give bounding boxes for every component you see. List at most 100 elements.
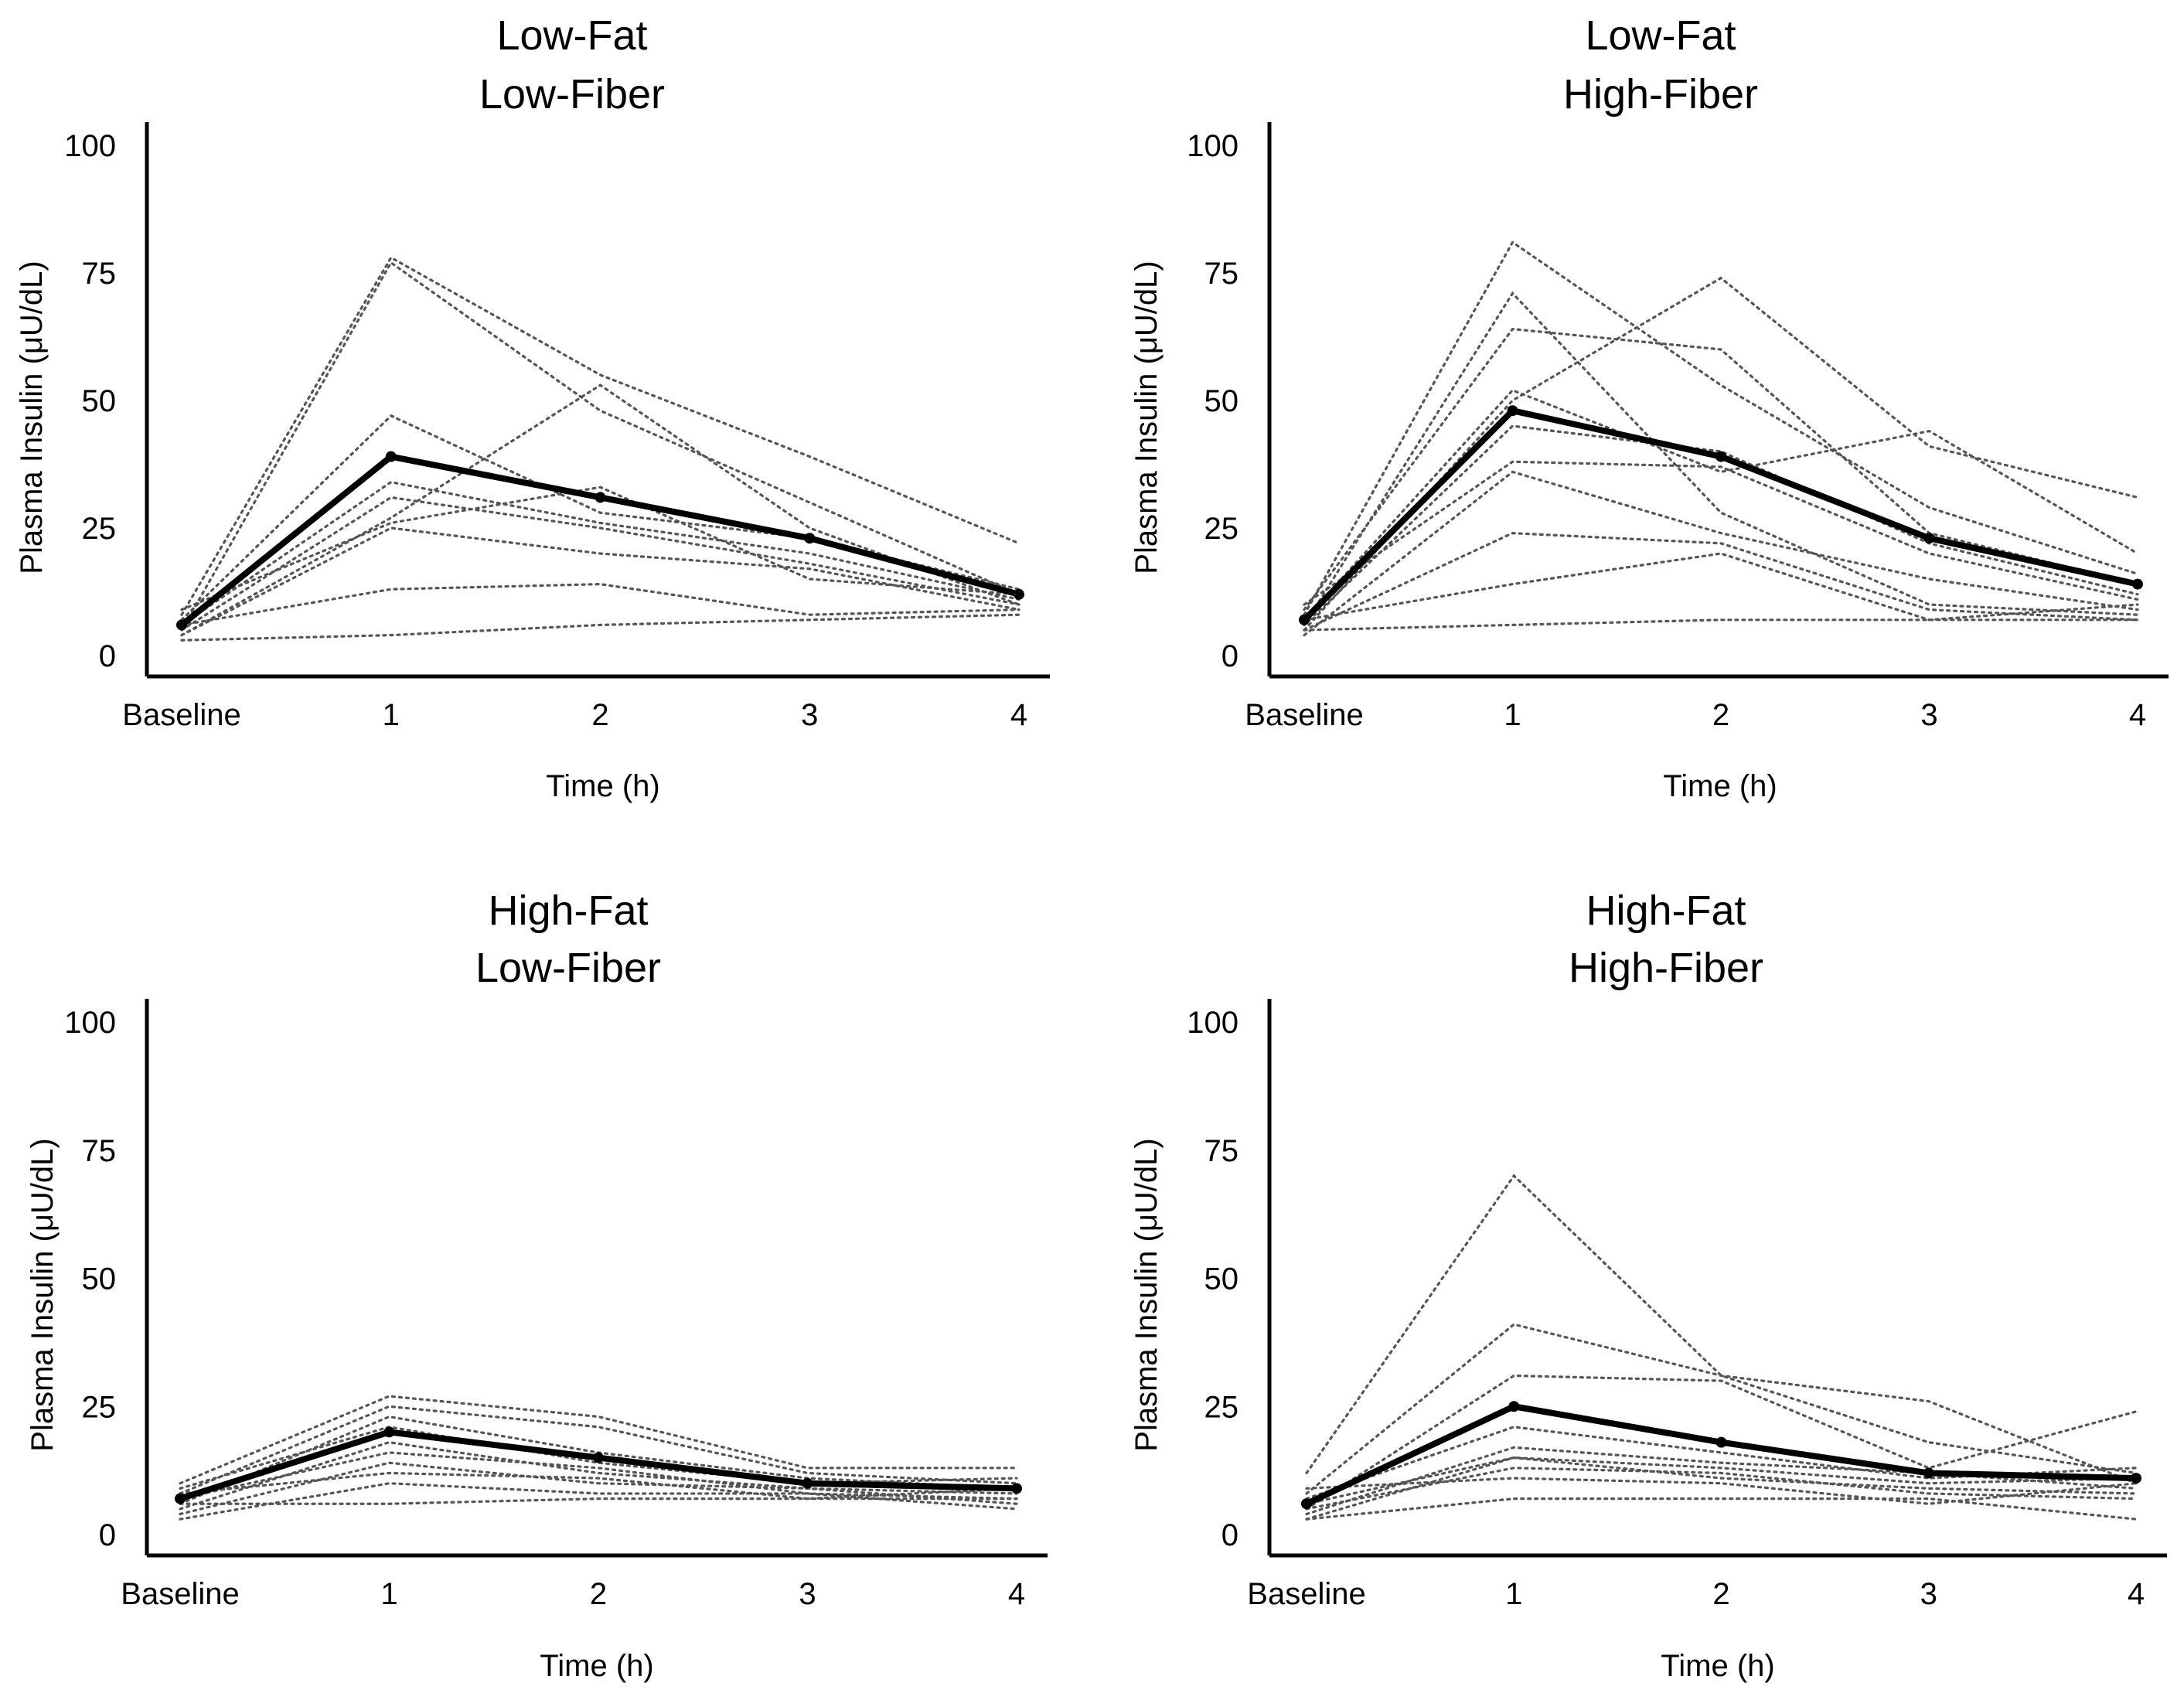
- subject-line: [1303, 460, 2139, 606]
- mean-point: [176, 619, 187, 631]
- axis-ticks: 0 25 50 75 100 Baseline 1 2 3 4: [1187, 1006, 2145, 1611]
- axis-ticks: 0 25 50 75 100 Baseline 1 2 3 4: [64, 1006, 1025, 1611]
- subject-line: [180, 414, 1020, 622]
- subject-line: [1305, 1456, 2138, 1505]
- subject-line: [1303, 276, 2139, 632]
- panel-high-fat-low-fiber: High-Fat Low-Fiber 0 25 50 75 100 Baseline 1 2 3…: [26, 887, 1048, 1683]
- subject-line: [179, 1482, 1018, 1521]
- x-tick-label: 1: [1505, 1577, 1522, 1611]
- mean-point: [1716, 1436, 1727, 1448]
- mean-point: [1014, 588, 1024, 600]
- subject-line: [179, 1461, 1018, 1516]
- y-tick-label: 0: [99, 639, 116, 673]
- y-axis-label: Plasma Insulin (μU/dL): [1129, 1138, 1164, 1451]
- axes: [1267, 122, 2169, 679]
- panel-title-line-1: Low-Fat: [496, 12, 647, 59]
- y-axis-label: Plasma Insulin (μU/dL): [1129, 261, 1164, 574]
- subject-line: [1305, 1323, 2138, 1495]
- subject-line: [179, 1471, 1018, 1501]
- y-tick-label: 25: [82, 512, 117, 546]
- x-tick-label: Baseline: [122, 698, 240, 732]
- y-tick-label: 50: [1204, 1262, 1239, 1296]
- x-tick-label: 1: [380, 1577, 397, 1611]
- y-tick-label: 25: [82, 1390, 117, 1424]
- subject-line: [179, 1497, 1018, 1505]
- subject-line: [180, 480, 1020, 627]
- mean-point: [802, 1477, 813, 1489]
- subject-line: [180, 526, 1020, 637]
- subject-line: [180, 261, 1020, 632]
- x-tick-label: 3: [801, 698, 818, 732]
- mean-line: [179, 1429, 1017, 1502]
- subject-line: [1303, 327, 2139, 612]
- y-tick-label: 75: [1204, 257, 1239, 291]
- subject-line: [180, 485, 1020, 612]
- panel-title-line-2: Low-Fiber: [475, 945, 661, 991]
- x-tick-label: 1: [383, 698, 400, 732]
- y-tick-label: 75: [82, 257, 117, 291]
- x-tick-label: 3: [1920, 1577, 1937, 1611]
- x-tick-label: 2: [1712, 698, 1729, 732]
- x-tick-label: 2: [1712, 1577, 1729, 1611]
- axis-ticks: 0 25 50 75 100 Baseline 1 2 3 4: [64, 129, 1027, 732]
- panel-title-line-1: High-Fat: [488, 887, 648, 934]
- mean-line: [179, 453, 1020, 628]
- subject-line: [1303, 470, 2139, 637]
- panel-title-line-2: High-Fiber: [1569, 945, 1763, 991]
- subject-lines: [180, 256, 1020, 642]
- y-tick-label: 50: [1204, 384, 1239, 418]
- y-tick-label: 50: [82, 1262, 117, 1296]
- subject-lines: [1303, 240, 2139, 637]
- mean-point: [1301, 1498, 1312, 1510]
- panel-title-line-2: Low-Fiber: [479, 71, 665, 118]
- subject-line: [180, 383, 1020, 637]
- subject-line: [1303, 552, 2139, 622]
- y-tick-label: 25: [1204, 1390, 1239, 1424]
- x-axis-label: Time (h): [1661, 1649, 1774, 1683]
- x-tick-label: 1: [1504, 698, 1521, 732]
- x-axis-label: Time (h): [1663, 769, 1777, 803]
- subject-line: [180, 496, 1020, 632]
- subject-line: [1303, 531, 2139, 632]
- y-tick-label: 100: [64, 1006, 116, 1040]
- y-tick-label: 100: [64, 129, 116, 163]
- mean-series: [1299, 405, 2143, 625]
- y-tick-label: 0: [1221, 1518, 1239, 1552]
- subject-line: [1305, 1426, 2138, 1501]
- y-tick-label: 0: [99, 1518, 116, 1552]
- subject-line: [1303, 240, 2139, 616]
- subject-line: [1303, 618, 2139, 632]
- x-tick-label: Baseline: [1245, 698, 1363, 732]
- x-tick-label: 2: [590, 1577, 607, 1611]
- mean-point: [2131, 1473, 2141, 1484]
- y-tick-label: 25: [1204, 512, 1239, 546]
- x-tick-label: 4: [2129, 698, 2146, 732]
- subject-lines: [179, 1395, 1018, 1521]
- subject-line: [180, 613, 1020, 642]
- mean-point: [1923, 533, 1935, 544]
- y-axis-label: Plasma Insulin (μU/dL): [15, 261, 49, 574]
- mean-point: [383, 1426, 395, 1438]
- mean-series: [175, 1426, 1022, 1504]
- mean-point: [1923, 1467, 1934, 1479]
- mean-point: [1299, 614, 1310, 625]
- y-tick-label: 100: [1187, 1006, 1239, 1040]
- mean-point: [595, 492, 606, 503]
- subject-line: [1305, 1456, 2138, 1521]
- mean-point: [1011, 1483, 1022, 1494]
- panel-low-fat-low-fiber: Low-Fat Low-Fiber 0 25 50 75 100 Baseline 1 2 3 4…: [15, 12, 1050, 803]
- x-tick-label: 3: [799, 1577, 816, 1611]
- y-tick-label: 100: [1187, 129, 1239, 163]
- mean-point: [2132, 578, 2143, 590]
- x-tick-label: 4: [1010, 698, 1027, 732]
- y-tick-label: 75: [1204, 1134, 1239, 1168]
- axis-ticks: 0 25 50 75 100 Baseline 1 2 3 4: [1187, 129, 2146, 732]
- mean-point: [1507, 405, 1518, 417]
- mean-series: [176, 451, 1024, 631]
- panel-title-line-2: High-Fiber: [1563, 71, 1758, 118]
- mean-point: [804, 533, 816, 544]
- x-tick-label: Baseline: [1247, 1577, 1365, 1611]
- subject-line: [179, 1395, 1018, 1485]
- subject-lines: [1305, 1174, 2138, 1521]
